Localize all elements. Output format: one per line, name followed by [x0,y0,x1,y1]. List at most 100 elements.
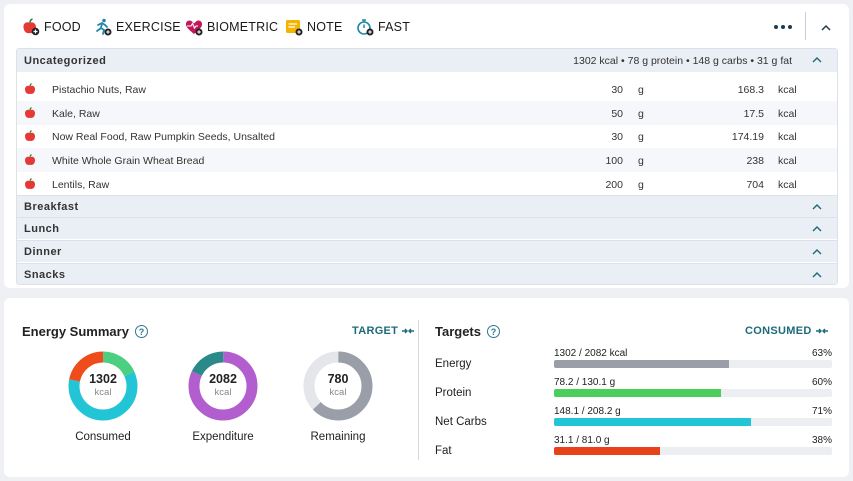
ring-segment [68,351,138,421]
target-row-energy[interactable]: Energy 1302 / 2082 kcal 63% [4,348,849,372]
add-note-button[interactable]: NOTE [285,18,343,36]
target-name: Fat [435,445,452,457]
chevron-up-icon[interactable] [811,54,823,66]
add-exercise-button[interactable]: EXERCISE [94,18,181,36]
remaining-value: 780 [327,372,349,386]
group-lunch-header[interactable]: Lunch [17,217,837,239]
food-name: White Whole Grain Wheat Bread [52,155,205,167]
chevron-up-icon[interactable] [811,201,823,213]
food-name: Kale, Raw [52,108,100,120]
food-kcal: 174.19 [731,131,764,143]
consumed-toggle-button[interactable]: CONSUMED [745,325,829,337]
chevron-up-icon[interactable] [811,269,823,281]
targets-title-text: Targets [435,324,481,339]
food-unit: g [638,84,644,96]
food-name: Now Real Food, Raw Pumpkin Seeds, Unsalt… [52,131,275,143]
target-value: 78.2 / 130.1 g [554,377,616,388]
food-amount: 50 [611,108,623,120]
ring-segment [303,351,373,421]
consumed-toggle-label: CONSUMED [745,325,812,337]
target-toggle-label: TARGET [352,325,399,337]
target-percent: 60% [811,377,832,388]
remaining-ring: 780 kcal [302,350,374,422]
ring-segment [303,351,373,421]
group-uncategorized-header[interactable]: Uncategorized 1302 kcal • 78 g protein •… [17,49,837,72]
group-name: Snacks [24,269,66,281]
heart-pulse-add-icon [185,20,203,36]
expenditure-value: 2082 [209,372,237,386]
target-progress-track [554,389,832,397]
food-kcal: 238 [746,155,764,167]
chevron-up-icon[interactable] [811,223,823,235]
section-divider [418,320,419,460]
food-kcal-unit: kcal [778,108,797,120]
target-name: Energy [435,358,472,370]
help-icon[interactable]: ? [134,325,148,338]
food-label: FOOD [44,20,81,34]
apple-icon [24,107,36,118]
runner-add-icon [96,18,112,36]
target-value: 148.1 / 208.2 g [554,406,621,417]
food-kcal-unit: kcal [778,179,797,191]
food-kcal: 17.5 [743,108,764,120]
group-snacks-header[interactable]: Snacks [17,263,837,284]
food-name: Pistachio Nuts, Raw [52,84,146,96]
add-toolbar: FOOD EXERCISE BIOMETRIC [4,4,849,48]
apple-add-icon [23,18,40,36]
target-percent: 63% [811,348,832,359]
group-name: Breakfast [24,201,79,213]
food-unit: g [638,131,644,143]
target-progress-fill [554,447,660,455]
target-name: Protein [435,387,472,399]
note-add-icon [286,20,303,36]
summary-card: Energy Summary ? TARGET 1302 kcal Consum… [4,298,849,477]
consumed-ring: 1302 kcal [67,350,139,422]
group-name: Uncategorized [24,54,107,67]
biometric-label: BIOMETRIC [207,20,279,34]
add-fast-button[interactable]: FAST [356,18,410,36]
food-unit: g [638,179,644,191]
consumed-donut [68,351,138,421]
more-options-button[interactable] [770,16,796,38]
food-row[interactable]: Now Real Food, Raw Pumpkin Seeds, Unsalt… [17,124,837,148]
expenditure-donut [188,351,258,421]
chevron-up-icon[interactable] [811,246,823,258]
apple-icon [24,178,36,189]
food-row[interactable]: Pistachio Nuts, Raw 30 g 168.3 kcal [17,77,837,101]
food-kcal-unit: kcal [778,155,797,167]
collapse-diary-button[interactable] [814,16,838,40]
fast-label: FAST [378,20,411,34]
group-breakfast-header[interactable]: Breakfast [17,195,837,217]
target-row-net-carbs[interactable]: Net Carbs 148.1 / 208.2 g 71% [4,406,849,430]
expenditure-ring: 2082 kcal [187,350,259,422]
food-amount: 30 [611,84,623,96]
consumed-unit: kcal [94,387,112,398]
target-progress-track [554,447,832,455]
diary-card: FOOD EXERCISE BIOMETRIC [4,4,849,288]
food-row[interactable]: Lentils, Raw 200 g 704 kcal [17,172,837,196]
target-progress-fill [554,389,721,397]
add-food-button[interactable]: FOOD [22,18,81,36]
target-name: Net Carbs [435,416,487,428]
target-row-fat[interactable]: Fat 31.1 / 81.0 g 38% [4,435,849,459]
target-value: 1302 / 2082 kcal [554,348,628,359]
food-amount: 30 [611,131,623,143]
more-dot-icon [788,25,792,29]
food-unit: g [638,155,644,167]
group-dinner-header[interactable]: Dinner [17,240,837,262]
target-row-protein[interactable]: Protein 78.2 / 130.1 g 60% [4,377,849,401]
ring-segment [188,351,258,421]
food-kcal-unit: kcal [778,131,797,143]
food-row[interactable]: Kale, Raw 50 g 17.5 kcal [17,101,837,125]
remaining-label: Remaining [310,431,366,443]
ring-segment [68,351,138,421]
more-dot-icon [781,25,785,29]
exercise-label: EXERCISE [116,20,181,34]
help-icon[interactable]: ? [487,325,500,338]
energy-summary-title-text: Energy Summary [22,324,129,339]
add-biometric-button[interactable]: BIOMETRIC [185,18,278,36]
more-dot-icon [774,25,778,29]
target-toggle-button[interactable]: TARGET [352,325,415,337]
diary-table: Uncategorized 1302 kcal • 78 g protein •… [16,48,838,285]
food-row[interactable]: White Whole Grain Wheat Bread 100 g 238 … [17,148,837,172]
